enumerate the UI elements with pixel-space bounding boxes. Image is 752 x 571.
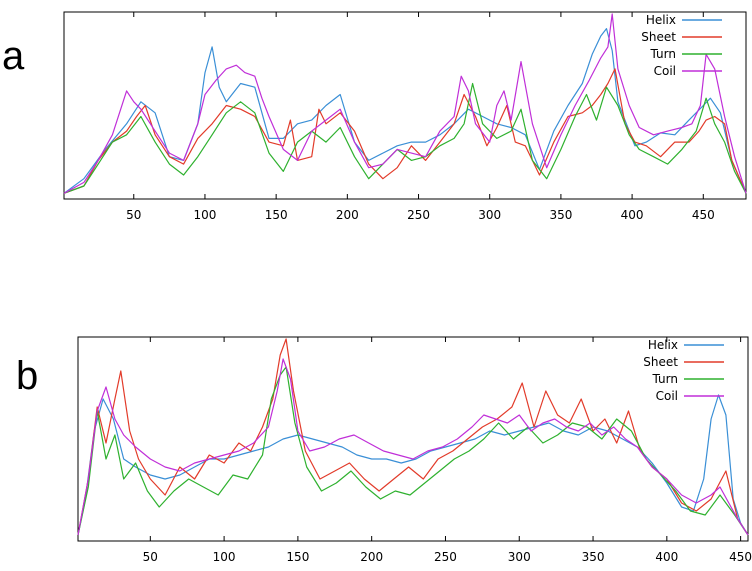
x-tick-label: 250 [434, 550, 457, 564]
legend-label-sheet: Sheet [641, 30, 676, 44]
legend-label-helix: Helix [646, 13, 676, 27]
x-tick-label: 400 [655, 550, 678, 564]
legend-label-turn: Turn [652, 372, 678, 386]
legend-label-coil: Coil [654, 64, 676, 78]
x-tick-label: 300 [478, 208, 501, 222]
x-tick-label: 50 [126, 208, 141, 222]
legend-label-sheet: Sheet [643, 355, 678, 369]
x-tick-label: 400 [621, 208, 644, 222]
x-tick-label: 100 [213, 550, 236, 564]
series-line-coil [77, 358, 749, 536]
series-line-turn [63, 82, 747, 194]
series-line-turn [77, 366, 749, 536]
x-tick-label: 150 [286, 550, 309, 564]
panel-b-label: b [16, 354, 39, 398]
x-tick-label: 150 [265, 208, 288, 222]
x-tick-label: 200 [336, 208, 359, 222]
x-tick-label: 50 [143, 550, 158, 564]
x-tick-label: 350 [582, 550, 605, 564]
chart-b: 50 100 150 200 250 300 350 400 450 Helix Sheet Turn… [77, 336, 752, 564]
x-tick-label: 200 [360, 550, 383, 564]
x-tick-label: 100 [194, 208, 217, 222]
legend-label-helix: Helix [648, 338, 678, 352]
legend-label-turn: Turn [650, 47, 676, 61]
series-line-helix [77, 394, 749, 536]
series-line-sheet [77, 338, 749, 536]
series-line-coil [63, 13, 747, 194]
x-tick-label: 250 [407, 208, 430, 222]
x-tick-label: 300 [508, 550, 531, 564]
legend-label-coil: Coil [656, 389, 678, 403]
plot-frame [63, 11, 747, 200]
x-tick-label: 350 [549, 208, 572, 222]
chart-a: 50 100 150 200 250 300 350 400 450 Helix Sheet Turn… [63, 11, 747, 222]
panel-a-label: a [2, 34, 25, 78]
x-tick-label: 450 [692, 208, 715, 222]
x-tick-label: 450 [729, 550, 752, 564]
